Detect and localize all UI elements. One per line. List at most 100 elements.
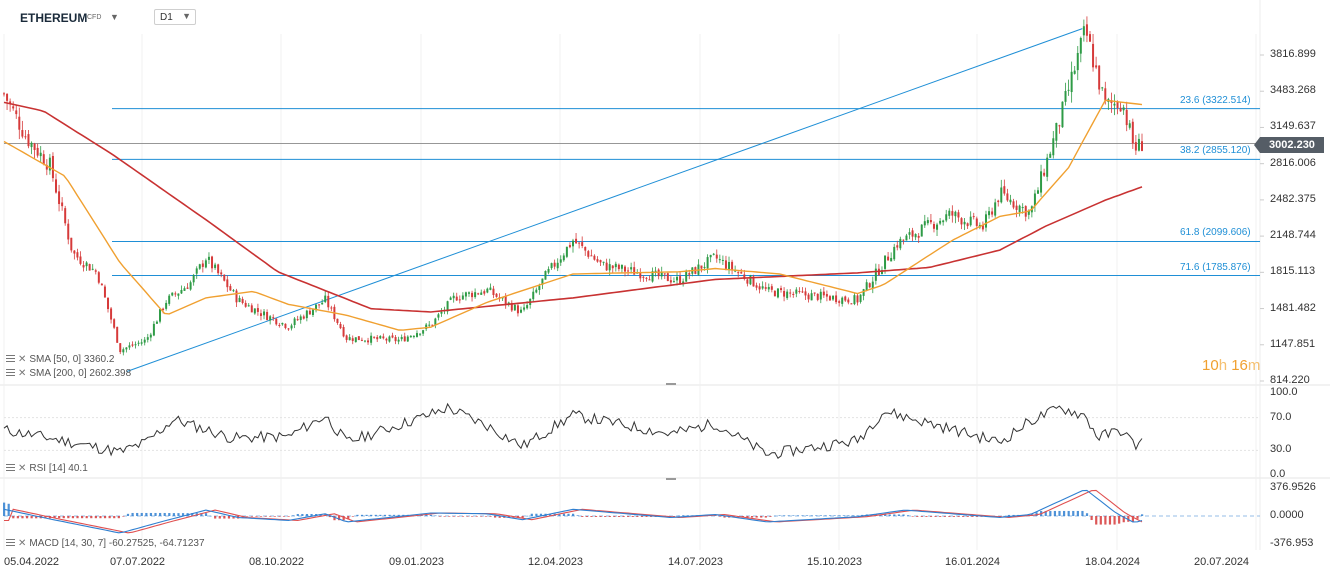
candle-body: [143, 339, 146, 343]
candle-body: [113, 319, 116, 328]
candle-body: [241, 298, 244, 303]
macd-histogram-bar: [833, 515, 836, 516]
candle-body: [620, 264, 623, 269]
candle-body: [718, 259, 721, 261]
candle-body: [975, 218, 978, 226]
menu-icon[interactable]: [6, 369, 15, 377]
candle-body: [905, 235, 908, 241]
candle-body: [792, 293, 795, 295]
candle-body: [731, 261, 734, 270]
menu-icon[interactable]: [6, 464, 15, 472]
macd-histogram-bar: [539, 513, 543, 516]
candle-body: [70, 237, 73, 251]
candle-body: [211, 256, 214, 269]
rsi-legend[interactable]: ✕ RSI [14] 40.1: [6, 463, 88, 474]
candle-body: [1000, 187, 1003, 203]
candle-body: [896, 245, 899, 248]
macd-histogram-bar: [796, 515, 800, 516]
candle-body: [844, 296, 847, 301]
candle-body: [168, 295, 171, 304]
rsi-line: [3, 402, 1143, 459]
sma200-legend[interactable]: ✕ SMA [200, 0] 2602.398: [6, 368, 131, 379]
candle-body: [923, 221, 926, 226]
candle-body: [1088, 34, 1091, 42]
candle-body: [327, 295, 330, 308]
candle-body: [165, 302, 168, 309]
candle-body: [669, 280, 672, 283]
macd-histogram-bar: [521, 516, 524, 518]
macd-histogram-bar: [191, 513, 194, 516]
menu-icon[interactable]: [6, 355, 15, 363]
candle-body: [192, 275, 195, 283]
candle-body: [871, 281, 874, 289]
macd-histogram-bar: [273, 516, 276, 517]
candle-body: [565, 246, 568, 257]
macd-legend[interactable]: ✕ MACD [14, 30, 7] -60.27525, -64.71237: [6, 538, 205, 549]
candle-body: [853, 295, 856, 305]
macd-histogram-bar: [214, 516, 217, 519]
candle-body: [1040, 171, 1043, 193]
timeframe-select[interactable]: D1 ▼: [154, 9, 196, 25]
macd-histogram-bar: [264, 516, 267, 517]
candle-body: [391, 335, 394, 338]
rsi-legend-text: RSI [14] 40.1: [29, 463, 88, 474]
candle-body: [676, 276, 679, 281]
macd-histogram-bar: [792, 515, 795, 516]
candle-body: [247, 305, 250, 307]
candle-body: [804, 291, 807, 296]
candle-body: [807, 294, 810, 300]
candle-body: [253, 308, 256, 314]
candle-body: [642, 276, 645, 278]
candle-body: [79, 256, 82, 264]
macd-histogram-bar: [337, 516, 341, 521]
close-icon[interactable]: ✕: [18, 354, 27, 365]
candle-body: [654, 270, 657, 272]
chevron-down-icon: ▼: [182, 11, 191, 21]
macd-histogram-bar: [204, 513, 208, 516]
macd-histogram-bar: [1136, 516, 1139, 519]
symbol-dropdown-icon[interactable]: ▼: [110, 12, 119, 22]
candle-body: [783, 290, 786, 297]
candle-body: [786, 291, 789, 299]
macd-histogram-bar: [842, 515, 845, 516]
macd-histogram-bar: [25, 516, 29, 519]
macd-histogram-bar: [12, 516, 15, 519]
candle-body: [997, 200, 1000, 203]
candle-body: [984, 214, 987, 228]
close-icon[interactable]: ✕: [18, 538, 27, 549]
macd-histogram-bar: [558, 513, 561, 516]
candle-body: [495, 293, 498, 297]
candle-body: [122, 349, 125, 353]
candle-body: [859, 294, 862, 302]
close-icon[interactable]: ✕: [18, 368, 27, 379]
candle-body: [1003, 186, 1006, 194]
candle-body: [1104, 88, 1107, 101]
macd-histogram-bar: [122, 516, 125, 517]
candle-body: [146, 337, 149, 340]
rsi-tick-label: 100.0: [1270, 386, 1298, 398]
symbol-name[interactable]: ETHEREUM: [20, 11, 88, 25]
candle-body: [125, 347, 128, 350]
macd-histogram-bar: [677, 515, 680, 517]
candle-body: [942, 220, 945, 223]
candle-body: [1122, 107, 1125, 111]
sma50-legend[interactable]: ✕ SMA [50, 0] 3360.2: [6, 354, 114, 365]
candle-body: [1076, 52, 1079, 71]
close-icon[interactable]: ✕: [18, 463, 27, 474]
menu-icon[interactable]: [6, 539, 15, 547]
candle-body: [685, 271, 688, 282]
sma200-line: [3, 101, 1143, 313]
macd-histogram-bar: [351, 516, 354, 517]
candle-body: [171, 292, 174, 296]
macd-histogram-bar: [562, 513, 566, 516]
macd-histogram-bar: [819, 515, 822, 516]
macd-histogram-bar: [686, 515, 689, 516]
candle-body: [397, 339, 400, 342]
price-tick-label: 3816.899: [1270, 48, 1316, 60]
candle-body: [605, 262, 608, 271]
time-tick-label: 14.07.2023: [668, 556, 724, 568]
candle-body: [189, 282, 192, 290]
candle-body: [841, 297, 844, 304]
macd-histogram-bar: [1007, 514, 1011, 516]
